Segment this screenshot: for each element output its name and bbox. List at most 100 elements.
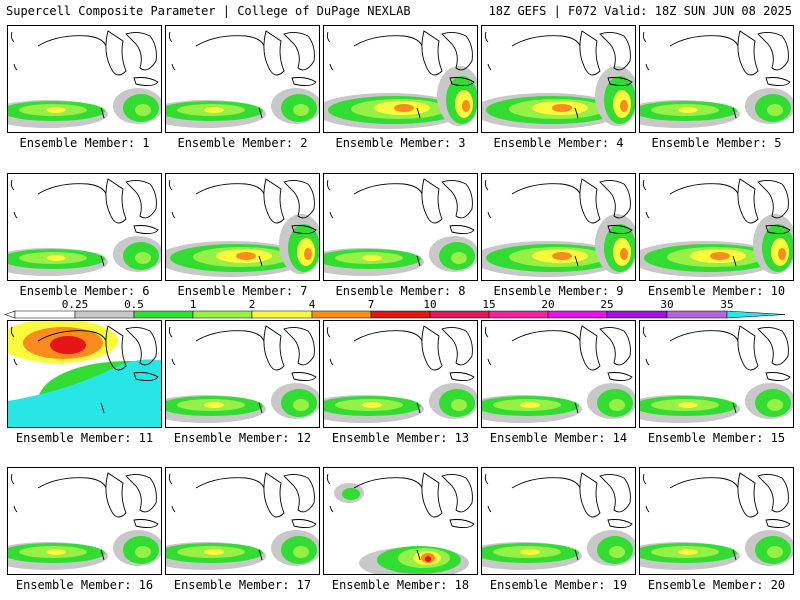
colorbar-segment bbox=[192, 310, 253, 319]
scp-contour bbox=[46, 107, 66, 113]
title-right: 18Z GEFS | F072 Valid: 18Z SUN JUN 08 20… bbox=[488, 4, 792, 18]
scp-contour bbox=[451, 399, 467, 411]
great-lakes-outline bbox=[511, 178, 633, 235]
ensemble-panel bbox=[639, 320, 794, 428]
ensemble-panel bbox=[481, 320, 636, 428]
scp-contour bbox=[620, 100, 628, 112]
great-lakes-outline bbox=[511, 325, 633, 382]
panel-caption: Ensemble Member: 4 bbox=[493, 136, 624, 150]
map-outline-fragment bbox=[484, 179, 579, 267]
great-lakes-outline bbox=[195, 30, 317, 87]
ensemble-panel bbox=[165, 320, 320, 428]
scp-contour bbox=[767, 546, 783, 558]
map-outline-fragment bbox=[10, 473, 105, 561]
scp-contour bbox=[46, 549, 66, 555]
great-lakes-outline bbox=[353, 178, 475, 235]
map-outline-fragment bbox=[642, 179, 737, 267]
scp-contour bbox=[46, 255, 66, 261]
map-outline-fragment bbox=[168, 179, 263, 267]
scp-field-map bbox=[8, 30, 161, 128]
colorbar-tick-label: 15 bbox=[482, 298, 496, 311]
ensemble-panel bbox=[639, 25, 794, 133]
scp-contour bbox=[236, 252, 256, 260]
ensemble-panel bbox=[481, 467, 636, 575]
colorbar-tick-label: 20 bbox=[541, 298, 555, 311]
map-outline-fragment bbox=[484, 326, 579, 414]
scp-field-map bbox=[482, 472, 635, 570]
colorbar-segment bbox=[370, 310, 431, 319]
great-lakes-outline bbox=[195, 325, 317, 382]
scp-contour bbox=[620, 248, 628, 260]
scp-contour bbox=[394, 104, 414, 112]
panel-caption: Ensemble Member: 2 bbox=[177, 136, 308, 150]
great-lakes-outline bbox=[353, 325, 475, 382]
scp-contour bbox=[462, 100, 470, 112]
ensemble-panel bbox=[639, 467, 794, 575]
panel-caption: Ensemble Member: 19 bbox=[489, 578, 628, 592]
colorbar-tick-label: 2 bbox=[248, 298, 256, 311]
colorbar-tick-label: 30 bbox=[660, 298, 674, 311]
map-outline-fragment bbox=[10, 179, 105, 267]
scp-contour bbox=[520, 549, 540, 555]
great-lakes-outline bbox=[37, 178, 159, 235]
scp-contour bbox=[678, 402, 698, 408]
scp-contour bbox=[552, 252, 572, 260]
panel-caption: Ensemble Member: 9 bbox=[493, 284, 624, 298]
ensemble-panel bbox=[165, 25, 320, 133]
panel-caption: Ensemble Member: 3 bbox=[335, 136, 466, 150]
ensemble-panel bbox=[481, 173, 636, 281]
scp-field-map bbox=[324, 325, 477, 423]
panel-caption: Ensemble Member: 11 bbox=[15, 431, 154, 445]
scp-contour bbox=[135, 104, 151, 116]
map-outline-fragment bbox=[168, 31, 263, 119]
colorbar-segment bbox=[251, 310, 313, 319]
ensemble-panel bbox=[323, 25, 478, 133]
scp-contour bbox=[362, 255, 382, 261]
great-lakes-outline bbox=[353, 472, 475, 529]
panel-caption: Ensemble Member: 6 bbox=[19, 284, 150, 298]
map-outline-fragment bbox=[326, 179, 421, 267]
ensemble-panel bbox=[7, 173, 162, 281]
scp-contour bbox=[362, 402, 382, 408]
scp-field-map bbox=[166, 178, 319, 277]
ensemble-panel bbox=[639, 173, 794, 281]
scp-field-map bbox=[482, 30, 635, 129]
panel-caption: Ensemble Member: 13 bbox=[331, 431, 470, 445]
great-lakes-outline bbox=[669, 30, 791, 87]
map-outline-fragment bbox=[642, 473, 737, 561]
scp-contour bbox=[520, 402, 540, 408]
colorbar-tick-label: 35 bbox=[720, 298, 734, 311]
panel-caption: Ensemble Member: 10 bbox=[647, 284, 786, 298]
scp-field-map bbox=[482, 178, 635, 277]
scp-field-map bbox=[166, 472, 319, 570]
map-outline-fragment bbox=[10, 31, 105, 119]
panel-caption: Ensemble Member: 16 bbox=[15, 578, 154, 592]
scp-field-map bbox=[640, 178, 793, 277]
great-lakes-outline bbox=[669, 472, 791, 529]
map-outline-fragment bbox=[326, 473, 421, 561]
great-lakes-outline bbox=[669, 178, 791, 235]
colorbar-segment bbox=[606, 310, 668, 319]
great-lakes-outline bbox=[511, 472, 633, 529]
great-lakes-outline bbox=[511, 30, 633, 87]
great-lakes-outline bbox=[37, 325, 159, 382]
map-outline-fragment bbox=[642, 31, 737, 119]
scp-contour bbox=[767, 399, 783, 411]
panel-caption: Ensemble Member: 18 bbox=[331, 578, 470, 592]
panel-caption: Ensemble Member: 7 bbox=[177, 284, 308, 298]
map-outline-fragment bbox=[326, 326, 421, 414]
scp-contour bbox=[609, 546, 625, 558]
colorbar-segment bbox=[429, 310, 490, 319]
scp-field-map bbox=[640, 30, 793, 128]
great-lakes-outline bbox=[37, 30, 159, 87]
scp-contour bbox=[204, 107, 224, 113]
ensemble-panel bbox=[7, 25, 162, 133]
colorbar-tick-label: 25 bbox=[600, 298, 614, 311]
colorbar-tick-label: 10 bbox=[423, 298, 437, 311]
ensemble-panel bbox=[323, 320, 478, 428]
scp-field-map bbox=[166, 30, 319, 128]
panel-caption: Ensemble Member: 20 bbox=[647, 578, 786, 592]
color-scale-legend bbox=[4, 310, 786, 319]
colorbar-low-arrow bbox=[4, 310, 16, 319]
colorbar-segment bbox=[133, 310, 194, 319]
